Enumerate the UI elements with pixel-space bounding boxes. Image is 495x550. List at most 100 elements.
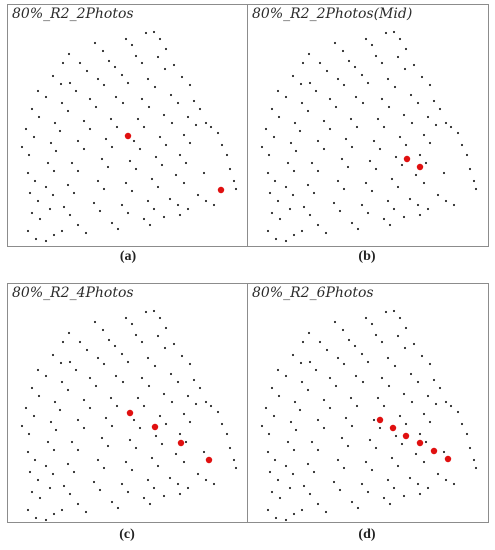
grid-point	[216, 131, 220, 135]
grid-point	[361, 380, 365, 384]
grid-point	[328, 406, 332, 410]
grid-point	[37, 115, 41, 119]
grid-point	[302, 205, 306, 209]
grid-point	[436, 472, 440, 476]
grid-point	[52, 233, 56, 237]
grid-point	[26, 508, 30, 512]
grid-point	[121, 380, 125, 384]
grid-point	[274, 237, 278, 241]
grid-point	[98, 209, 102, 213]
grid-point	[341, 49, 345, 53]
grid-point	[420, 354, 424, 358]
panel-b-dot-plot	[260, 30, 478, 243]
grid-point	[328, 127, 332, 131]
grid-point	[465, 153, 469, 157]
grid-point	[408, 476, 412, 480]
grid-point	[291, 193, 295, 197]
grid-point	[30, 490, 34, 494]
grid-point	[416, 203, 420, 207]
grid-point	[49, 141, 53, 145]
photo-point	[403, 155, 411, 163]
grid-point	[340, 436, 344, 440]
grid-point	[28, 191, 32, 195]
grid-point	[51, 74, 55, 78]
grid-point	[272, 414, 276, 418]
grid-point	[140, 376, 144, 380]
grid-point	[274, 516, 278, 520]
grid-point	[392, 30, 396, 34]
grid-point	[444, 121, 448, 125]
grid-point	[361, 101, 365, 105]
grid-point	[78, 61, 82, 65]
grid-point	[144, 310, 148, 314]
grid-point	[422, 181, 426, 185]
grid-point	[334, 105, 338, 109]
grid-point	[338, 488, 342, 492]
grid-point	[276, 199, 280, 203]
grid-point	[53, 400, 57, 404]
grid-point	[273, 458, 277, 462]
grid-point	[192, 99, 196, 103]
grid-point	[460, 143, 464, 147]
grid-point	[78, 340, 82, 344]
grid-point	[306, 109, 310, 113]
panel-a-caption-letter: a	[124, 249, 132, 264]
grid-point	[288, 486, 292, 490]
grid-point	[62, 205, 66, 209]
grid-point	[176, 380, 180, 384]
grid-point	[170, 121, 174, 125]
grid-point	[44, 374, 48, 378]
grid-point	[402, 113, 406, 117]
grid-point	[92, 201, 96, 205]
grid-point	[66, 109, 70, 113]
grid-point	[409, 93, 413, 97]
grid-point	[353, 344, 357, 348]
grid-point	[380, 340, 384, 344]
grid-point	[134, 167, 138, 171]
grid-point	[174, 173, 178, 177]
grid-point	[316, 502, 320, 506]
grid-point	[366, 81, 370, 85]
grid-point	[268, 470, 272, 474]
grid-point	[204, 121, 208, 125]
grid-point	[372, 139, 376, 143]
grid-point	[347, 338, 351, 342]
grid-point	[322, 426, 326, 430]
grid-point	[338, 209, 342, 213]
grid-point	[104, 137, 108, 141]
grid-point	[316, 448, 320, 452]
grid-point	[38, 217, 42, 221]
grid-point	[382, 125, 386, 129]
grid-point	[154, 434, 158, 438]
photo-point	[126, 409, 134, 417]
grid-point	[420, 75, 424, 79]
grid-point	[142, 404, 146, 408]
grid-point	[144, 31, 148, 35]
grid-point	[120, 352, 124, 356]
grid-point	[62, 484, 66, 488]
grid-point	[194, 402, 198, 406]
grid-point	[426, 115, 430, 119]
grid-point	[44, 185, 48, 189]
grid-point	[412, 63, 416, 67]
grid-point	[60, 229, 64, 233]
grid-point	[347, 59, 351, 63]
grid-point	[107, 59, 111, 63]
grid-point	[350, 500, 354, 504]
grid-point	[310, 440, 314, 444]
grid-point	[434, 123, 438, 127]
grid-point	[162, 494, 166, 498]
grid-point	[322, 398, 326, 402]
grid-point	[184, 440, 188, 444]
grid-point	[292, 169, 296, 173]
grid-point	[266, 229, 270, 233]
grid-point	[178, 213, 182, 217]
grid-point	[102, 83, 106, 87]
grid-point	[277, 115, 281, 119]
photo-point	[444, 455, 452, 463]
grid-point	[68, 213, 72, 217]
grid-point	[128, 438, 132, 442]
grid-point	[422, 460, 426, 464]
grid-point	[204, 400, 208, 404]
grid-point	[333, 320, 337, 324]
